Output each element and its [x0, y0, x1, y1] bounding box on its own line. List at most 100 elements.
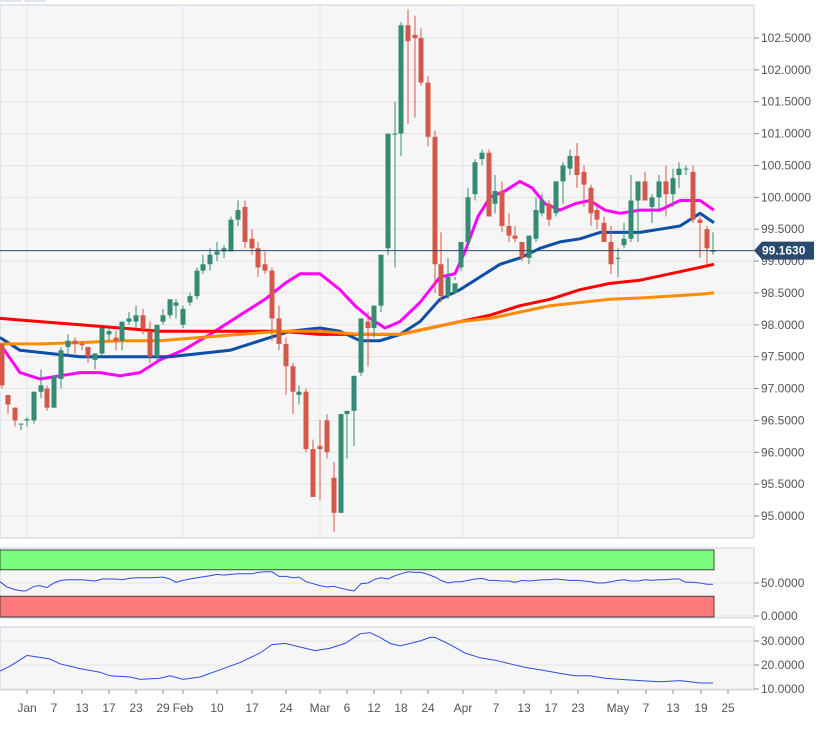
candle-body	[635, 181, 641, 201]
oscillator-axis: 50.0000 0.0000	[754, 576, 805, 623]
date-tick-label: 17	[245, 701, 259, 715]
candle-body	[405, 25, 411, 42]
oscillator-tick-label: 50.0000	[761, 576, 805, 590]
price-tick-label: 100.5000	[761, 158, 811, 172]
last-price-tag: 99.1630	[754, 241, 814, 260]
date-tick-label: 24	[279, 701, 293, 715]
candle-body	[99, 327, 105, 354]
candle-body	[65, 340, 71, 348]
candle-body	[51, 375, 57, 408]
top-tab-2[interactable]	[24, 0, 46, 2]
candle-body	[546, 203, 552, 220]
candle-body	[358, 318, 364, 373]
candle-body	[147, 331, 153, 357]
candle-body	[283, 343, 289, 367]
candle-body	[207, 254, 213, 265]
candle-body	[173, 302, 179, 306]
candle-body	[31, 391, 37, 421]
candle-body	[601, 222, 607, 242]
candle-body	[608, 241, 614, 265]
price-axis[interactable]: 102.5000 102.0000 101.5000 101.0000 100.5000…	[754, 31, 811, 523]
volatility-grid	[0, 640, 754, 690]
candle-body	[574, 155, 580, 176]
candle-body	[458, 241, 464, 268]
price-panel-bg	[0, 4, 755, 539]
candle-body	[594, 210, 600, 220]
candle-body	[432, 136, 438, 265]
candle-body	[392, 133, 398, 135]
candle-body	[418, 38, 424, 83]
candle-body	[12, 407, 18, 421]
price-tick-label: 98.5000	[761, 286, 805, 300]
date-tick-label: 7	[643, 701, 650, 715]
candle-body	[506, 226, 512, 236]
candle-body	[581, 171, 587, 185]
candle-body	[154, 324, 160, 357]
volatility-axis: 30.0000 20.0000 10.0000	[754, 634, 805, 696]
moving-average-line	[0, 291, 715, 346]
price-tick-label: 97.5000	[761, 350, 805, 364]
moving-average-lines	[0, 179, 715, 381]
date-tick-label: May	[607, 701, 630, 715]
candle-body	[113, 337, 119, 341]
candle-body	[690, 171, 696, 220]
candle-body	[663, 181, 669, 195]
candle-body	[567, 155, 573, 169]
candle-body	[296, 391, 302, 395]
date-tick-label: 7	[51, 701, 58, 715]
candle-body	[385, 133, 391, 249]
candle-body	[324, 420, 330, 453]
date-tick-label: 18	[394, 701, 408, 715]
candle-body	[465, 197, 471, 242]
candle-body	[290, 366, 296, 392]
candle-body	[85, 347, 91, 357]
candle-body	[486, 152, 492, 217]
candle-body	[303, 391, 309, 450]
candle-body	[133, 315, 139, 322]
candle-body	[106, 331, 112, 335]
candle-body	[526, 235, 532, 258]
candle-body	[249, 238, 255, 249]
price-panel[interactable]	[0, 4, 755, 690]
candle-body	[499, 190, 505, 227]
candle-body	[38, 385, 44, 392]
candle-body	[126, 318, 132, 322]
date-tick-label: 7	[493, 701, 500, 715]
candle-body	[519, 241, 525, 258]
candle-body	[187, 296, 193, 303]
candle-body	[228, 219, 234, 252]
candle-body	[438, 264, 444, 297]
candle-body	[310, 449, 316, 497]
candle-body	[533, 210, 539, 239]
candle-body	[242, 206, 248, 242]
date-tick-label: 17	[102, 701, 116, 715]
candle-body	[560, 165, 566, 182]
candle-body	[642, 181, 648, 201]
price-tick-label: 97.0000	[761, 382, 805, 396]
candle-body	[5, 394, 11, 405]
candle-body	[338, 414, 344, 513]
price-tick-label: 95.0000	[761, 509, 805, 523]
candle-body	[697, 219, 703, 223]
date-tick-label: 19	[694, 701, 708, 715]
top-tab-1[interactable]	[0, 0, 22, 2]
candle-body	[378, 254, 384, 306]
candle-body	[472, 162, 478, 195]
oversold-zone	[0, 595, 715, 618]
volatility-panel[interactable]	[0, 626, 755, 691]
moving-average-line	[0, 179, 715, 381]
date-tick-label: 10	[210, 701, 224, 715]
candle-body	[628, 200, 634, 239]
candle-body	[24, 419, 30, 421]
time-axis[interactable]: Jan 7 13 17 23 29 Feb 10 17 24 Mar 6 12 18 24 Apr 7 13 17 2…	[17, 690, 735, 715]
volatility-tick-label: 20.0000	[761, 658, 805, 672]
candle-body	[214, 251, 220, 255]
candle-body	[588, 187, 594, 214]
oscillator-panel[interactable]	[0, 547, 755, 619]
date-tick-label: 25	[721, 701, 735, 715]
candle-body	[44, 388, 50, 408]
candle-body	[553, 181, 559, 214]
candle-body	[539, 200, 545, 214]
candle-body	[269, 270, 275, 319]
